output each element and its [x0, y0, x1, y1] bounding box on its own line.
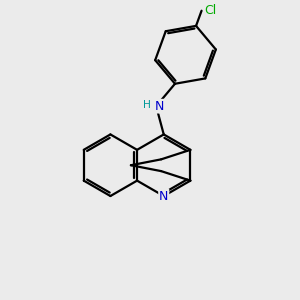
Text: N: N [159, 190, 168, 202]
Text: N: N [155, 100, 164, 113]
Text: H: H [143, 100, 151, 110]
Text: Cl: Cl [204, 4, 216, 17]
